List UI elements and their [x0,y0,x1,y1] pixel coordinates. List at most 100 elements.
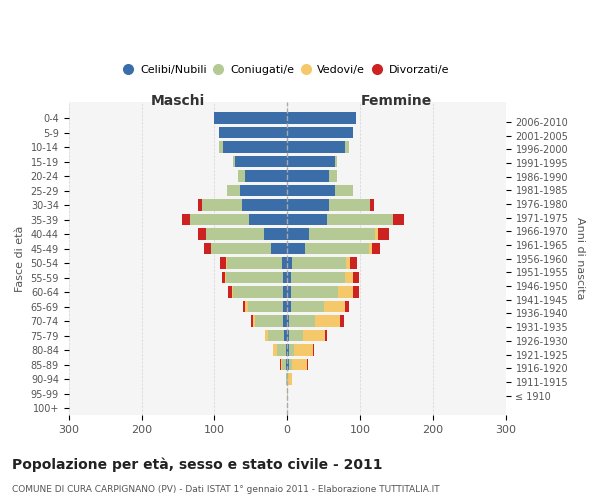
Bar [353,286,359,298]
Bar [335,156,337,168]
Bar [287,286,291,298]
Bar [287,388,288,400]
Bar [287,127,353,138]
Bar [287,156,335,168]
Bar [271,243,287,254]
Bar [292,258,346,269]
Bar [289,316,315,327]
Bar [223,142,287,153]
Bar [248,301,283,312]
Bar [264,228,287,240]
Text: Femmine: Femmine [361,94,432,108]
Text: Maschi: Maschi [151,94,205,108]
Text: COMUNE DI CURA CARPIGNANO (PV) - Dati ISTAT 1° gennaio 2011 - Elaborazione TUTTI: COMUNE DI CURA CARPIGNANO (PV) - Dati IS… [12,485,440,494]
Bar [353,272,359,283]
Bar [242,200,287,211]
Bar [250,214,287,226]
Bar [335,185,353,196]
Bar [283,316,287,327]
Bar [303,330,325,342]
Bar [350,258,357,269]
Y-axis label: Anni di nascita: Anni di nascita [575,218,585,300]
Bar [325,330,326,342]
Bar [227,258,282,269]
Bar [378,228,389,240]
Bar [287,258,292,269]
Bar [274,344,277,356]
Bar [283,272,287,283]
Bar [227,185,240,196]
Bar [327,214,393,226]
Bar [287,316,289,327]
Bar [289,344,295,356]
Bar [190,214,250,226]
Bar [202,200,242,211]
Bar [338,286,353,298]
Bar [340,316,344,327]
Bar [287,358,289,370]
Bar [287,170,329,182]
Bar [238,170,245,182]
Bar [245,301,248,312]
Bar [287,200,329,211]
Bar [268,330,284,342]
Bar [251,316,253,327]
Bar [204,243,211,254]
Bar [369,243,373,254]
Bar [286,373,287,385]
Bar [346,142,349,153]
Bar [255,316,283,327]
Bar [199,200,202,211]
Bar [277,344,286,356]
Bar [295,344,313,356]
Bar [282,358,286,370]
Bar [221,272,225,283]
Bar [232,286,233,298]
Bar [233,286,283,298]
Bar [346,272,353,283]
Bar [211,243,271,254]
Bar [283,286,287,298]
Bar [288,373,292,385]
Bar [228,286,232,298]
Bar [287,142,346,153]
Bar [292,358,307,370]
Bar [225,272,226,283]
Bar [374,228,378,240]
Bar [281,358,282,370]
Bar [370,200,374,211]
Bar [291,272,346,283]
Bar [220,127,287,138]
Bar [240,185,287,196]
Bar [282,258,287,269]
Bar [315,316,340,327]
Bar [206,228,264,240]
Bar [283,301,287,312]
Bar [287,301,291,312]
Bar [393,214,404,226]
Bar [346,258,350,269]
Bar [284,330,287,342]
Bar [287,330,289,342]
Bar [287,214,327,226]
Bar [286,344,287,356]
Bar [329,200,370,211]
Bar [287,373,288,385]
Bar [244,301,245,312]
Legend: Celibi/Nubili, Coniugati/e, Vedovi/e, Divorzati/e: Celibi/Nubili, Coniugati/e, Vedovi/e, Di… [121,61,454,80]
Bar [214,112,287,124]
Bar [289,358,292,370]
Bar [220,258,226,269]
Bar [245,170,287,182]
Bar [253,316,255,327]
Bar [286,358,287,370]
Bar [307,358,308,370]
Bar [199,228,206,240]
Bar [346,301,349,312]
Bar [182,214,190,226]
Bar [287,185,335,196]
Bar [233,156,235,168]
Bar [291,286,338,298]
Bar [226,272,283,283]
Bar [220,142,223,153]
